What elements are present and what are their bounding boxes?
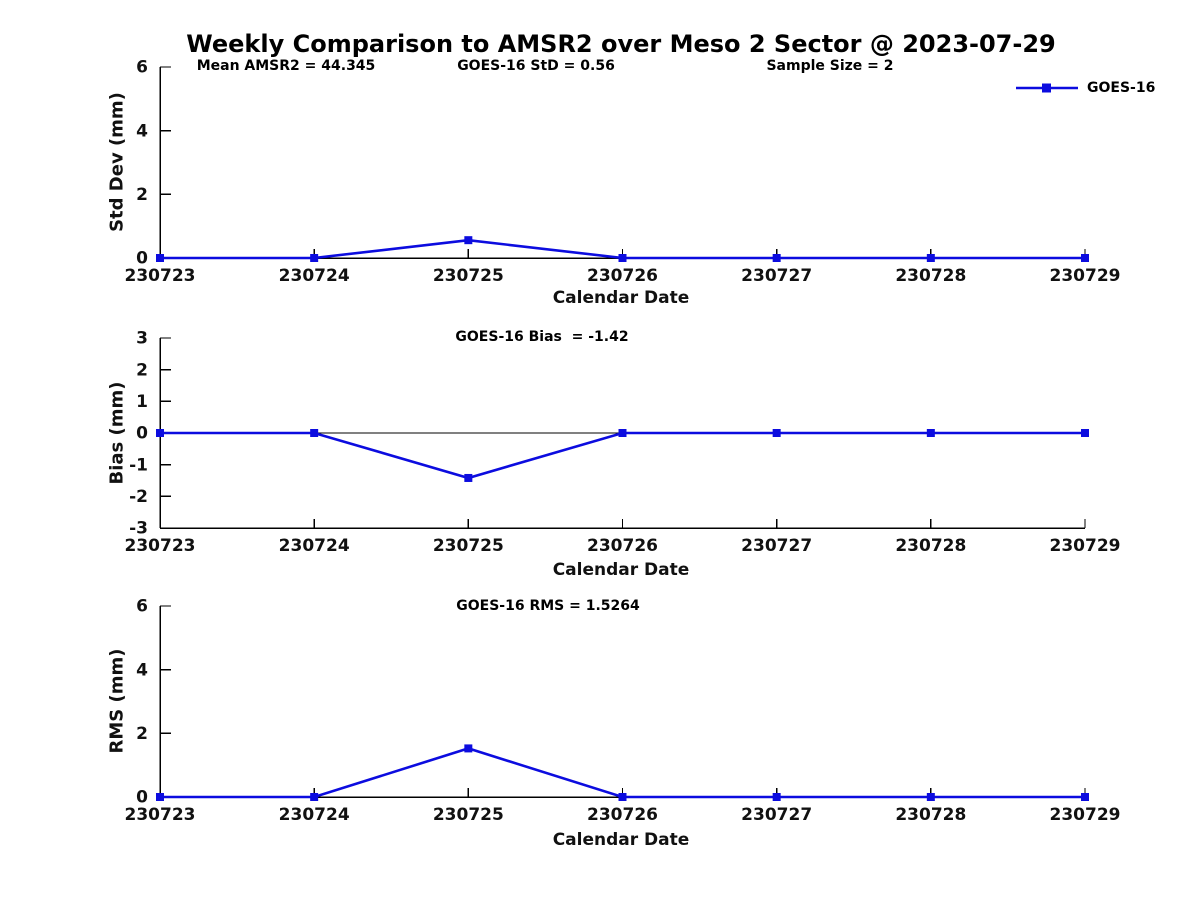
- data-point-marker: [1081, 254, 1089, 262]
- xtick-label: 230726: [587, 805, 658, 825]
- data-point-marker: [310, 429, 319, 437]
- data-point-marker: [772, 254, 781, 262]
- xtick-label: 230729: [1050, 266, 1121, 286]
- xtick-label: 230723: [125, 805, 196, 825]
- ytick-label: 0: [136, 424, 148, 444]
- panel-bias: -3 -2 -1 0 1 2 3 230723 230724 230725 230726 230727…: [125, 329, 1121, 556]
- data-point-marker: [310, 793, 319, 801]
- ytick-label: 2: [136, 185, 148, 205]
- xtick-label: 230723: [125, 266, 196, 286]
- xtick-label: 230727: [741, 536, 812, 556]
- xlabel-calendar-date-bottom: Calendar Date: [552, 830, 690, 850]
- data-point-marker: [618, 429, 627, 437]
- ytick-label: -2: [129, 487, 148, 507]
- xtick-label: 230729: [1050, 536, 1121, 556]
- panel-std-dev-axes: [159, 67, 1085, 259]
- data-point-marker: [926, 254, 935, 262]
- ytick-label: 4: [136, 121, 148, 141]
- ytick-label: 6: [136, 58, 148, 78]
- legend-line-sample: [1016, 83, 1078, 93]
- data-point-marker: [926, 429, 935, 437]
- legend: GOES-16: [1015, 80, 1155, 96]
- data-point-marker: [926, 793, 935, 801]
- xtick-label: 230726: [587, 266, 658, 286]
- xtick-label: 230723: [125, 536, 196, 556]
- data-point-marker: [464, 473, 473, 482]
- data-point-marker: [156, 429, 164, 437]
- xtick-label: 230728: [895, 805, 966, 825]
- data-point-marker: [772, 429, 781, 437]
- panel-rms-axes: [159, 606, 1085, 798]
- panel-bias-yticks: -3 -2 -1 0 1 2 3: [129, 329, 171, 539]
- data-point-marker: [618, 254, 627, 262]
- data-point-marker: [1081, 429, 1089, 437]
- ytick-label: 6: [136, 597, 148, 617]
- ytick-label: -1: [129, 455, 148, 475]
- xtick-label: 230724: [279, 805, 350, 825]
- annotation-goes16-bias: GOES-16 Bias = -1.42: [455, 329, 629, 345]
- ytick-label: 2: [136, 724, 148, 744]
- data-point-marker: [772, 793, 781, 801]
- xtick-label: 230726: [587, 536, 658, 556]
- data-point-marker: [464, 744, 473, 753]
- annotation-goes16-rms: GOES-16 RMS = 1.5264: [456, 598, 640, 614]
- panel-bias-xticks: 230723 230724 230725 230726 230727 230728 2307…: [125, 519, 1121, 556]
- ytick-label: 0: [136, 788, 148, 808]
- xtick-label: 230724: [279, 266, 350, 286]
- xtick-label: 230725: [433, 536, 504, 556]
- series-line: [160, 431, 1085, 480]
- ytick-label: 3: [136, 329, 148, 349]
- xlabel-calendar-date-top: Calendar Date: [552, 288, 690, 308]
- data-point-marker: [618, 793, 627, 801]
- xtick-label: 230725: [433, 805, 504, 825]
- data-point-marker: [1081, 793, 1089, 801]
- xtick-label: 230725: [433, 266, 504, 286]
- data-point-marker: [310, 254, 319, 262]
- panel-rms: 0 2 4 6 230723 230724 230725 230726 230727 230728…: [125, 597, 1121, 825]
- annotation-mean-amsr2: Mean AMSR2 = 44.345: [196, 58, 376, 74]
- legend-label: GOES-16: [1087, 80, 1156, 96]
- chart-title: Weekly Comparison to AMSR2 over Meso 2 S…: [186, 30, 1056, 58]
- panel-std-dev-series-goes-16: [156, 236, 1089, 262]
- panel-std-dev-yticks: 0 2 4 6: [136, 58, 171, 269]
- xtick-label: 230729: [1050, 805, 1121, 825]
- panel-rms-series-goes-16: [156, 744, 1089, 801]
- ytick-label: 1: [136, 392, 148, 412]
- xtick-label: 230727: [741, 805, 812, 825]
- annotation-sample-size: Sample Size = 2: [766, 58, 894, 74]
- ytick-label: 0: [136, 249, 148, 269]
- ytick-label: 2: [136, 360, 148, 380]
- annotation-goes16-std: GOES-16 StD = 0.56: [457, 58, 615, 74]
- xtick-label: 230727: [741, 266, 812, 286]
- panel-rms-yticks: 0 2 4 6: [136, 597, 171, 808]
- panel-std-dev-xticks: 230723 230724 230725 230726 230727 230728 2307…: [125, 249, 1121, 286]
- data-point-marker: [156, 254, 164, 262]
- xtick-label: 230728: [895, 536, 966, 556]
- legend-square-marker-icon: [1042, 83, 1051, 93]
- ytick-label: 4: [136, 660, 148, 680]
- data-point-marker: [156, 793, 164, 801]
- xtick-label: 230724: [279, 536, 350, 556]
- panel-std-dev: 0 2 4 6 230723 230724 230725 230726 230727 230728…: [125, 58, 1121, 286]
- panel-rms-xticks: 230723 230724 230725 230726 230727 230728 2307…: [125, 788, 1121, 825]
- ytick-label: -3: [129, 519, 148, 539]
- xlabel-calendar-date-middle: Calendar Date: [552, 560, 690, 580]
- xtick-label: 230728: [895, 266, 966, 286]
- panel-bias-series-goes-16: [156, 429, 1089, 482]
- data-point-marker: [464, 236, 473, 245]
